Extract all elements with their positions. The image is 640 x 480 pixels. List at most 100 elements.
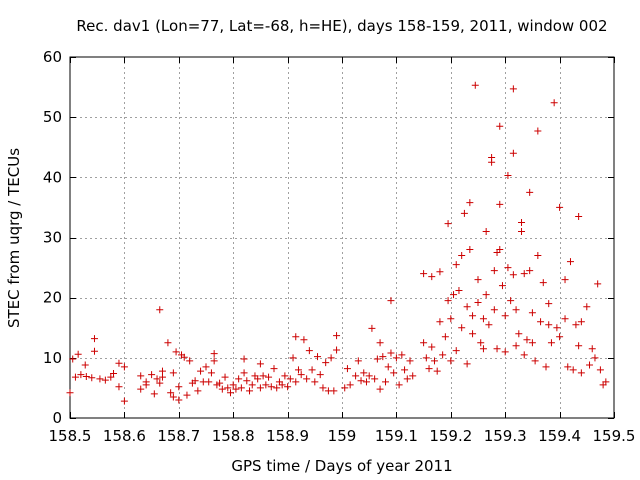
data-point [153, 375, 161, 383]
data-point [300, 336, 308, 344]
data-point [341, 384, 349, 392]
data-point [110, 369, 118, 377]
data-point [586, 361, 594, 369]
data-point [490, 306, 498, 314]
data-point [406, 357, 414, 365]
data-point [142, 381, 150, 389]
data-point [240, 355, 248, 363]
data-point [444, 220, 452, 228]
data-point [66, 389, 74, 397]
data-point [450, 291, 458, 299]
data-point [531, 357, 539, 365]
data-points [66, 81, 610, 405]
data-point [235, 375, 243, 383]
x-tick-label: 158.6 [103, 427, 146, 445]
data-point [409, 372, 417, 380]
y-axis-label: STEC from uqrg / TECUs [5, 148, 23, 328]
data-point [311, 378, 319, 386]
data-point [382, 378, 390, 386]
data-point [493, 345, 501, 353]
data-point [460, 209, 468, 217]
data-point [333, 332, 341, 340]
data-point [352, 372, 360, 380]
data-point [81, 361, 89, 369]
data-point [387, 297, 395, 305]
data-point [270, 365, 278, 373]
data-point [218, 385, 226, 393]
data-point [588, 345, 596, 353]
data-point [202, 363, 210, 371]
data-point [175, 396, 183, 404]
data-point [314, 353, 322, 361]
y-tick-label: 60 [43, 48, 62, 66]
data-point [240, 369, 248, 377]
data-point [354, 357, 362, 365]
data-point [357, 377, 365, 385]
data-point [523, 336, 531, 344]
data-point [373, 355, 381, 363]
data-point [392, 354, 400, 362]
data-point [553, 324, 561, 332]
chart-title: Rec. dav1 (Lon=77, Lat=-68, h=HE), days … [76, 17, 607, 35]
data-point [471, 81, 479, 89]
data-point [286, 375, 294, 383]
data-point [77, 371, 85, 379]
data-point [482, 291, 490, 299]
y-tick-label: 30 [43, 229, 62, 247]
data-point [515, 330, 523, 338]
x-tick-label: 159.5 [593, 427, 636, 445]
data-point [243, 377, 251, 385]
data-point [96, 375, 104, 383]
data-point [575, 212, 583, 220]
data-point [428, 273, 436, 281]
data-point [216, 379, 224, 387]
data-point [137, 372, 145, 380]
data-point [507, 297, 515, 305]
data-point [360, 369, 368, 377]
data-point [194, 387, 202, 395]
data-point [305, 347, 313, 355]
data-point [395, 381, 403, 389]
data-point [512, 306, 520, 314]
data-point [156, 379, 164, 387]
data-point [504, 172, 512, 180]
data-point [197, 367, 205, 375]
data-point [561, 315, 569, 323]
data-point [518, 227, 526, 235]
data-point [583, 303, 591, 311]
data-point [362, 378, 370, 386]
data-point [498, 282, 506, 290]
data-point [284, 383, 292, 391]
data-point [346, 381, 354, 389]
data-point [547, 339, 555, 347]
data-point [387, 349, 395, 357]
data-point [289, 354, 297, 362]
data-point [88, 374, 96, 382]
data-point [90, 347, 98, 355]
data-point [343, 365, 351, 373]
data-point [294, 366, 302, 374]
data-point [556, 203, 564, 211]
data-point [537, 318, 545, 326]
data-point [463, 360, 471, 368]
data-point [466, 199, 474, 207]
x-axis-label: GPS time / Days of year 2011 [231, 457, 452, 475]
data-point [308, 366, 316, 374]
data-point [577, 318, 585, 326]
data-point [156, 306, 164, 314]
data-point [512, 342, 520, 350]
data-point [528, 339, 536, 347]
data-point [183, 391, 191, 399]
data-point [564, 363, 572, 371]
data-point [428, 343, 436, 351]
data-point [237, 384, 245, 392]
y-tick-label: 50 [43, 108, 62, 126]
data-point [520, 351, 528, 359]
data-point [74, 350, 82, 358]
data-point [458, 252, 466, 260]
data-point [169, 369, 177, 377]
data-point [226, 389, 234, 397]
data-point [422, 354, 430, 362]
data-point [545, 321, 553, 329]
